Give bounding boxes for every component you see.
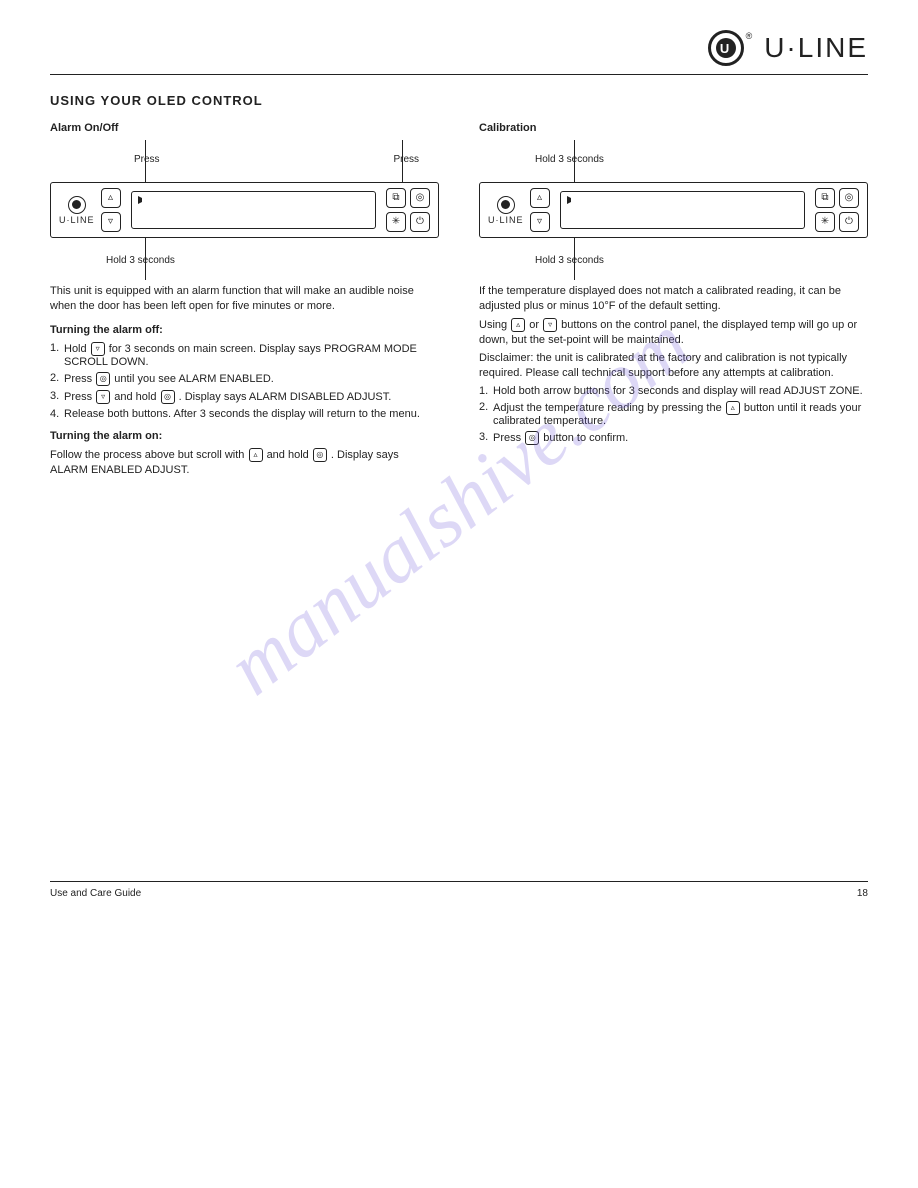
page-number: 18 [857,888,868,899]
control-panel-figure-right: Hold 3 seconds U·LINE ▵ ▿ ⧉ [479,140,868,280]
step-text: and hold [114,391,156,403]
light-button[interactable]: ✳ [386,212,406,232]
warmer-button[interactable]: ▵ [530,188,550,208]
brand-text: U·LINE [764,32,868,64]
panel-logo-icon: U·LINE [488,196,524,225]
label-press: Press [134,154,160,165]
step-text: Hold [64,343,87,355]
step-text: Press [64,373,92,385]
step-text: for 3 seconds on main screen. Display sa… [64,343,417,368]
step-text: until you see ALARM ENABLED. [114,373,274,385]
slide-button[interactable]: ⧉ [386,188,406,208]
step-number: 4. [50,408,59,420]
set-button[interactable]: ◎ [839,188,859,208]
lcd-display [560,191,805,229]
set-icon: ◎ [161,390,175,404]
label-press-2: Press [393,154,419,165]
left-column: Alarm On/Off Press Press U·LINE ▵ ▿ [50,112,439,481]
set-button[interactable]: ◎ [410,188,430,208]
step-number: 3. [50,390,59,402]
cal-p1: If the temperature displayed does not ma… [479,284,868,314]
slide-button[interactable]: ⧉ [815,188,835,208]
lcd-display [131,191,376,229]
cooler-button[interactable]: ▿ [530,212,550,232]
step-text: Follow the process above but scroll with [50,449,244,461]
light-button[interactable]: ✳ [815,212,835,232]
step-text: Adjust the temperature reading by pressi… [493,402,722,414]
cooler-button[interactable]: ▿ [101,212,121,232]
set-icon: ◎ [96,372,110,386]
label-hold-r2: Hold 3 seconds [535,255,604,266]
list-item: 3. Press ▿ and hold ◎ . Display says ALA… [50,390,439,404]
right-column: Calibration Hold 3 seconds U·LINE ▵ ▿ [479,112,868,481]
cooler-icon: ▿ [91,342,105,356]
calibration-title: Calibration [479,122,868,134]
alarm-title: Alarm On/Off [50,122,439,134]
brand-ring-icon: U [708,30,744,66]
alarm-off-head: Turning the alarm off: [50,324,439,336]
cooler-icon: ▿ [543,318,557,332]
step-text: button to confirm. [543,432,628,444]
set-icon: ◎ [313,448,327,462]
label-hold: Hold 3 seconds [106,255,175,266]
step-text: Release both buttons. After 3 seconds th… [64,408,420,420]
panel-logo-icon: U·LINE [59,196,95,225]
warmer-button[interactable]: ▵ [101,188,121,208]
power-button[interactable]: ⏻ [410,212,430,232]
step-number: 1. [50,342,59,354]
list-item: 1. Hold both arrow buttons for 3 seconds… [479,385,868,397]
cooler-icon: ▿ [96,390,110,404]
step-text: . Display says ALARM DISABLED ADJUST. [179,391,392,403]
list-item: 1. Hold ▿ for 3 seconds on main screen. … [50,342,439,368]
alarm-on-body: Follow the process above but scroll with… [50,448,439,478]
alarm-on-head: Turning the alarm on: [50,430,439,442]
step-text: Press [493,432,521,444]
step-text: Hold both arrow buttons for 3 seconds an… [493,385,863,397]
step-text: and hold [267,449,309,461]
set-icon: ◎ [525,431,539,445]
step-text: or [529,319,539,331]
warmer-icon: ▵ [511,318,525,332]
control-panel-figure-left: Press Press U·LINE ▵ ▿ [50,140,439,280]
cal-disclaimer: Disclaimer: the unit is calibrated at th… [479,351,868,381]
warmer-icon: ▵ [249,448,263,462]
footer-left: Use and Care Guide [50,888,141,899]
list-item: 2. Adjust the temperature reading by pre… [479,401,868,427]
brand-logo: U ® U·LINE [708,30,868,66]
page-header: U ® U·LINE [50,30,868,75]
cal-p2: Using ▵ or ▿ buttons on the control pane… [479,318,868,348]
step-number: 1. [479,385,488,397]
list-item: 4. Release both buttons. After 3 seconds… [50,408,439,420]
step-text: Press [64,391,92,403]
list-item: 3. Press ◎ button to confirm. [479,431,868,445]
step-number: 2. [479,401,488,413]
list-item: 2. Press ◎ until you see ALARM ENABLED. [50,372,439,386]
alarm-intro: This unit is equipped with an alarm func… [50,284,439,314]
label-hold-r: Hold 3 seconds [535,154,604,165]
page-footer: Use and Care Guide 18 [50,881,868,899]
warmer-icon: ▵ [726,401,740,415]
page-title: USING YOUR OLED CONTROL [50,93,868,108]
step-number: 2. [50,372,59,384]
step-number: 3. [479,431,488,443]
power-button[interactable]: ⏻ [839,212,859,232]
step-text: Using [479,319,507,331]
